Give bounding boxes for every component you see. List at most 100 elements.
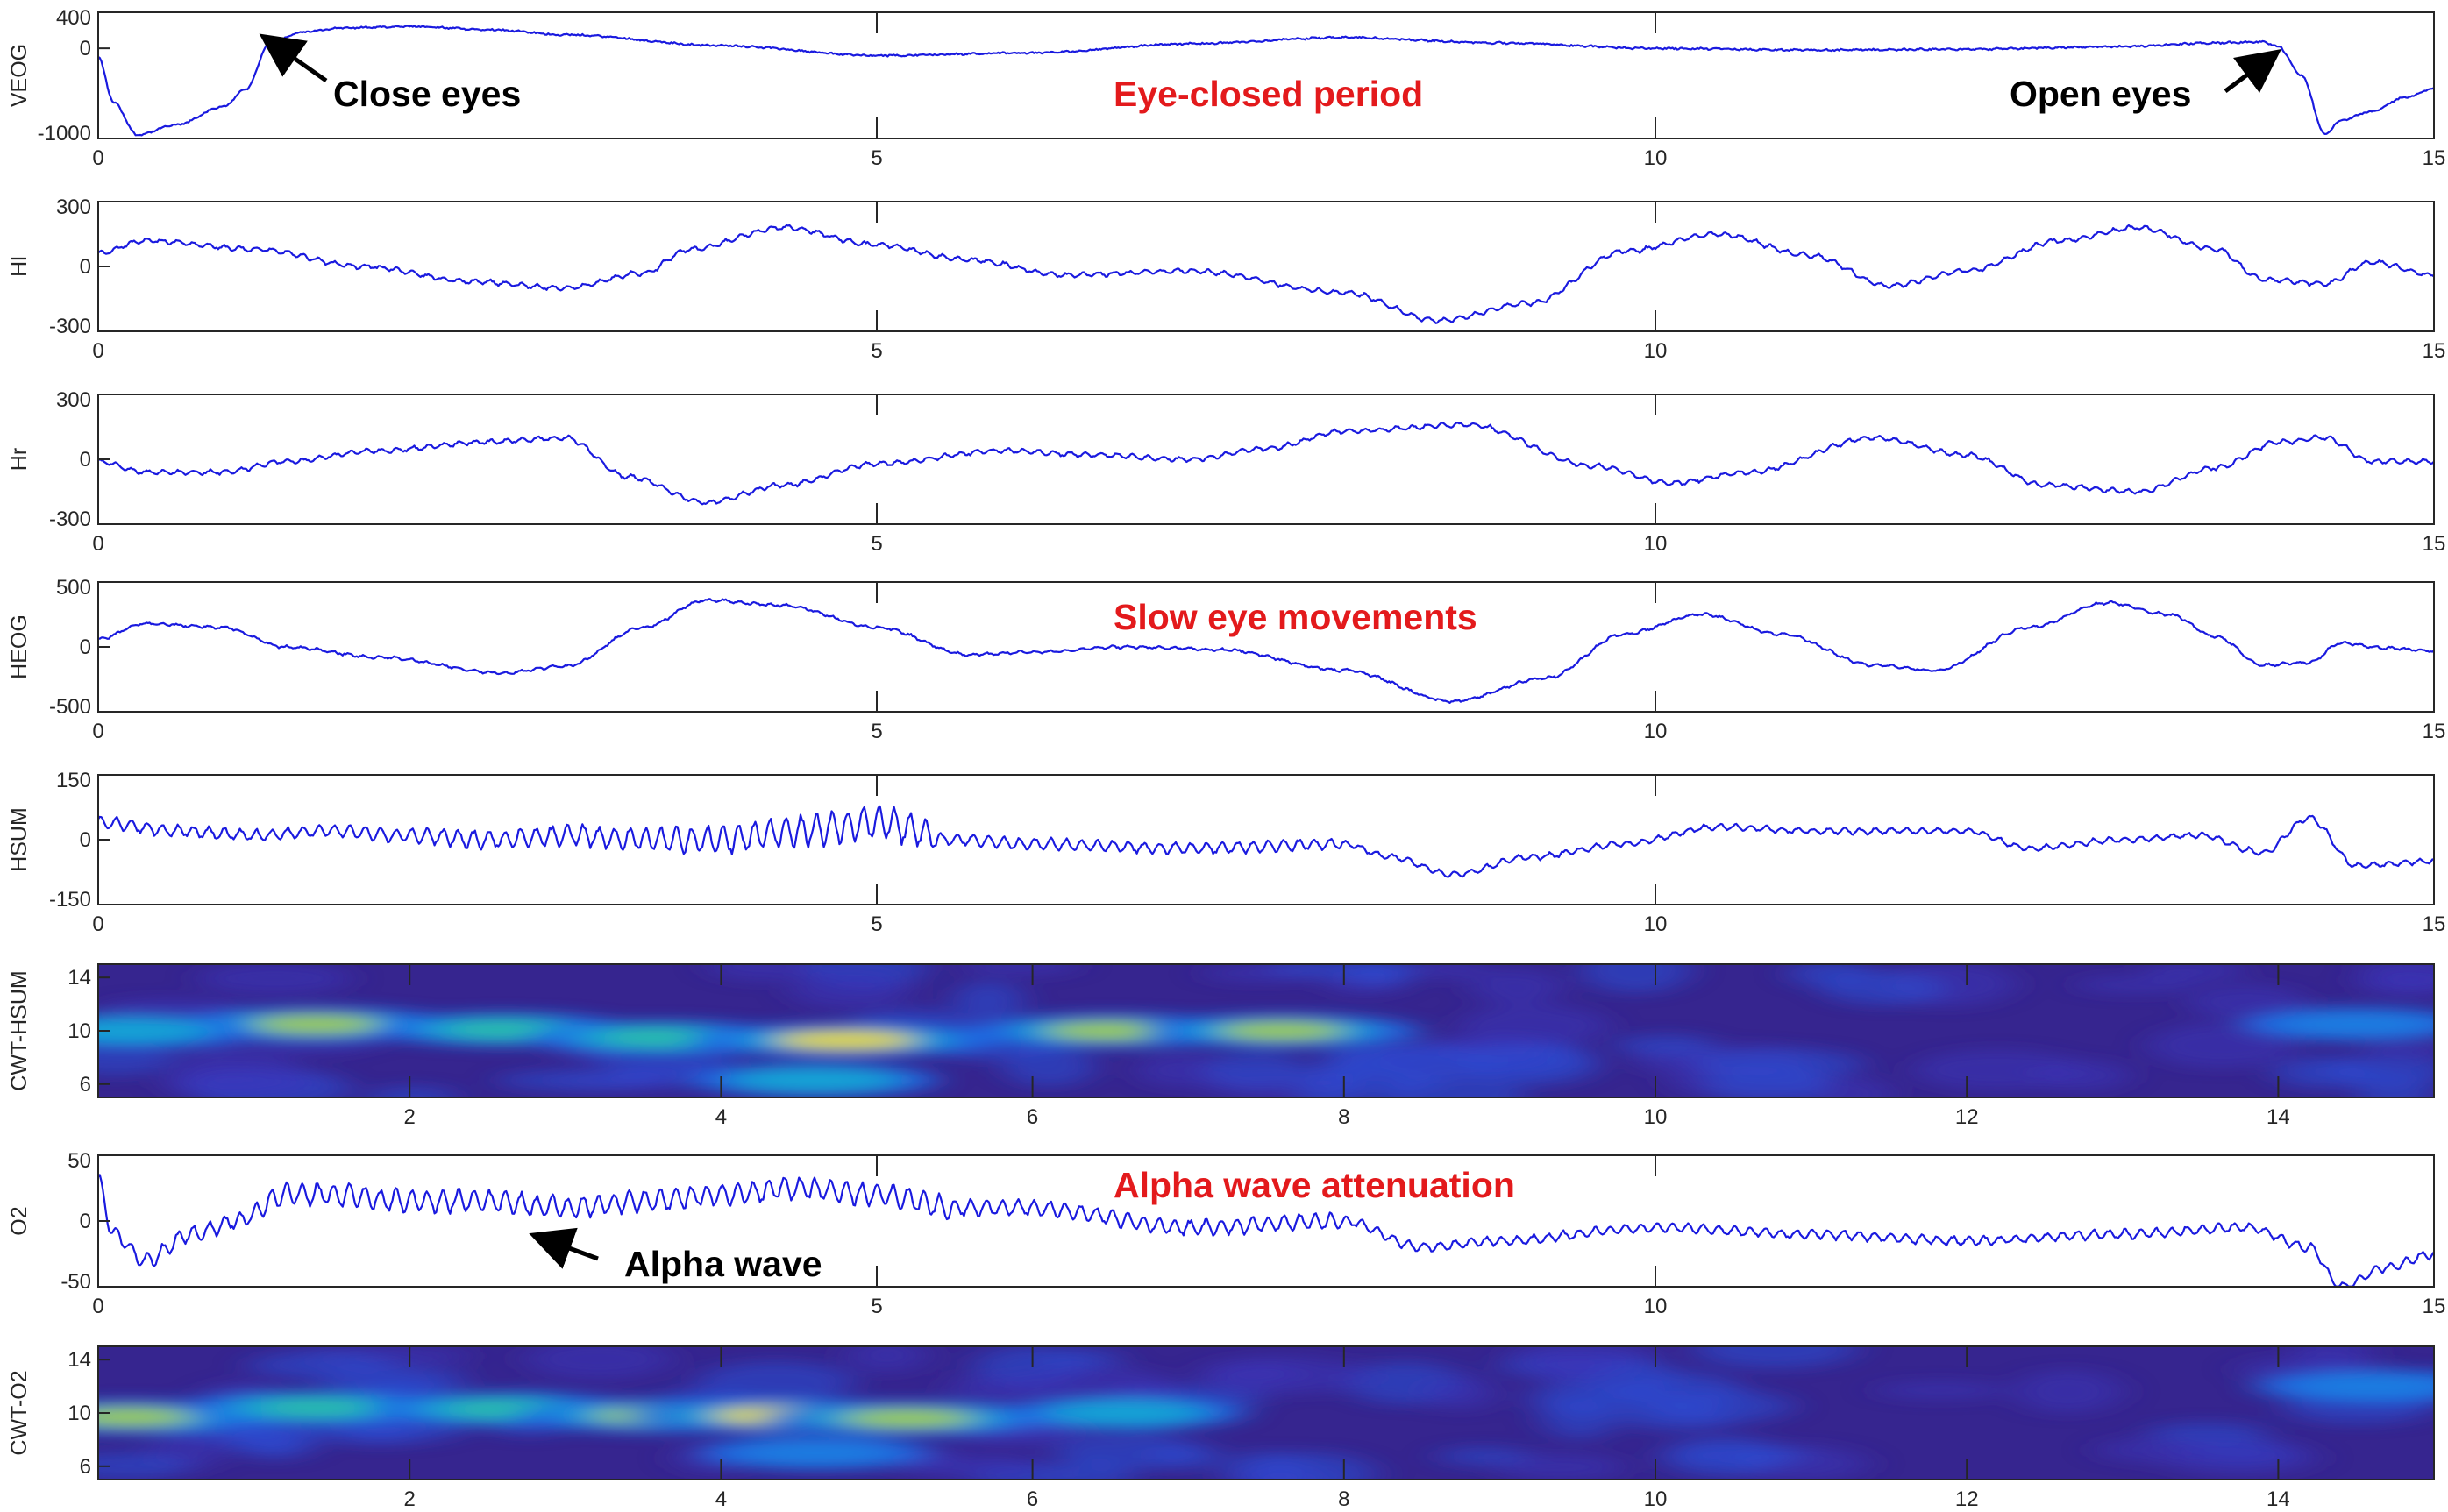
xtick-label: 10	[1644, 146, 1668, 170]
heatmap-hotspot	[1071, 1403, 1180, 1423]
annotation-open-eyes: Open eyes	[2010, 74, 2191, 114]
ytick-label: -500	[49, 695, 91, 719]
ytick-label: 0	[80, 635, 91, 659]
xtick-label: 6	[1027, 1487, 1038, 1511]
heatmap-texture-blob	[1913, 1049, 2082, 1090]
xtick-label: 2	[404, 1487, 416, 1511]
ytick-label: 14	[68, 966, 91, 990]
xtick-label: 10	[1644, 1105, 1668, 1129]
heatmap-texture-blob	[1002, 1046, 1095, 1087]
heatmap-blobs	[98, 964, 2434, 1097]
heatmap-hotspot	[762, 1443, 867, 1463]
xtick-label: 15	[2423, 720, 2446, 743]
xtick-label: 15	[2423, 146, 2446, 170]
ytick-label: 6	[80, 1073, 91, 1097]
xtick-label: 12	[1955, 1487, 1979, 1511]
heatmap-texture-blob	[1580, 964, 1691, 993]
heatmap-texture-blob	[2143, 964, 2245, 982]
trace-hr	[97, 422, 2435, 506]
ytick-label: 400	[56, 6, 91, 30]
xtick-label: 0	[92, 912, 103, 936]
heatmap-texture-blob	[2074, 976, 2198, 994]
annotation-alpha-wave: Alpha wave	[624, 1244, 822, 1284]
heatmap-texture-blob	[847, 1346, 928, 1374]
ytick-label: -300	[49, 508, 91, 531]
heatmap-texture-blob	[197, 964, 352, 995]
heatmap-texture-blob	[1694, 1346, 1856, 1369]
heatmap-hotspot	[758, 1070, 872, 1090]
heatmap-texture-blob	[2013, 1369, 2123, 1414]
xtick-label: 10	[1644, 1295, 1668, 1318]
ytick-label: 300	[56, 388, 91, 412]
heatmap-hotspot	[1045, 1021, 1176, 1040]
annotation-slow-eye-movements: Slow eye movements	[1114, 597, 1477, 637]
ylabel-o2: O2	[7, 1206, 32, 1235]
ytick-label: -50	[60, 1270, 91, 1294]
xtick-label: 5	[871, 339, 882, 363]
annotation-close-eyes: Close eyes	[333, 74, 521, 114]
heatmap-texture-blob	[1821, 971, 1946, 1006]
heatmap-texture-blob	[162, 1068, 315, 1097]
xtick-label: 15	[2423, 1295, 2446, 1318]
ylabel-hl: Hl	[7, 256, 32, 277]
heatmap-texture-blob	[1614, 1034, 1718, 1056]
heatmap-hotspot	[2318, 1376, 2425, 1396]
ytick-label: 14	[68, 1348, 91, 1372]
heatmap-cwt_hsum	[98, 964, 2434, 1097]
heatmap-texture-blob	[1425, 1375, 1496, 1411]
ylabel-cwt_hsum: CWT-HSUM	[7, 970, 32, 1090]
annotation-eye-closed-period: Eye-closed period	[1114, 74, 1423, 114]
arrow-close-eyes	[259, 33, 328, 83]
arrow-open-eyes	[2224, 49, 2281, 93]
trace-hsum	[97, 805, 2435, 878]
axes-frame-veog	[97, 11, 2435, 139]
heatmap-texture-blob	[960, 964, 1080, 976]
heatmap-texture-blob	[2188, 984, 2308, 1020]
heatmap-texture-blob	[248, 1351, 395, 1380]
xtick-label: 15	[2423, 339, 2446, 363]
heatmap-texture-blob	[1247, 1452, 1377, 1480]
heatmap-texture-blob	[1619, 1404, 1735, 1430]
xtick-label: 10	[1644, 532, 1668, 556]
heatmap-texture-blob	[1417, 964, 1489, 980]
ytick-label: -150	[49, 888, 91, 912]
ylabel-veog: VEOG	[7, 44, 32, 107]
heatmap-texture-blob	[2320, 1056, 2434, 1085]
ytick-label: -300	[49, 315, 91, 338]
heatmap-hotspot	[98, 1021, 184, 1040]
heatmap-cwt_o2	[98, 1346, 2434, 1480]
heatmap-texture-blob	[2360, 964, 2434, 987]
heatmap-texture-blob	[952, 981, 1024, 1020]
heatmap-texture-blob	[947, 1375, 1035, 1401]
heatmap-texture-blob	[1620, 1371, 1742, 1410]
axes-frame-hl	[97, 201, 2435, 332]
ytick-label: 0	[80, 448, 91, 472]
heatmap-hotspot	[2304, 1014, 2409, 1034]
heatmap-hotspot	[842, 1409, 974, 1428]
xtick-label: 15	[2423, 532, 2446, 556]
heatmap-texture-blob	[2157, 1440, 2317, 1476]
xtick-label: 5	[871, 912, 882, 936]
xtick-label: 8	[1338, 1105, 1349, 1129]
heatmap-texture-blob	[1135, 1054, 1228, 1088]
xtick-label: 12	[1955, 1105, 1979, 1129]
xtick-label: 15	[2423, 912, 2446, 936]
xtick-label: 0	[92, 532, 103, 556]
ytick-label: 0	[80, 828, 91, 852]
heatmap-texture-blob	[366, 1086, 459, 1097]
xtick-label: 0	[92, 720, 103, 743]
heatmap-texture-blob	[2359, 1041, 2434, 1060]
heatmap-texture-blob	[706, 964, 823, 982]
heatmap-texture-blob	[1470, 969, 1563, 1006]
xtick-label: 10	[1644, 1487, 1668, 1511]
heatmap-texture-blob	[1465, 1043, 1600, 1086]
xtick-label: 5	[871, 1295, 882, 1318]
annotation-alpha-wave-attenuation: Alpha wave attenuation	[1114, 1165, 1515, 1205]
heatmap-texture-blob	[238, 1426, 316, 1459]
